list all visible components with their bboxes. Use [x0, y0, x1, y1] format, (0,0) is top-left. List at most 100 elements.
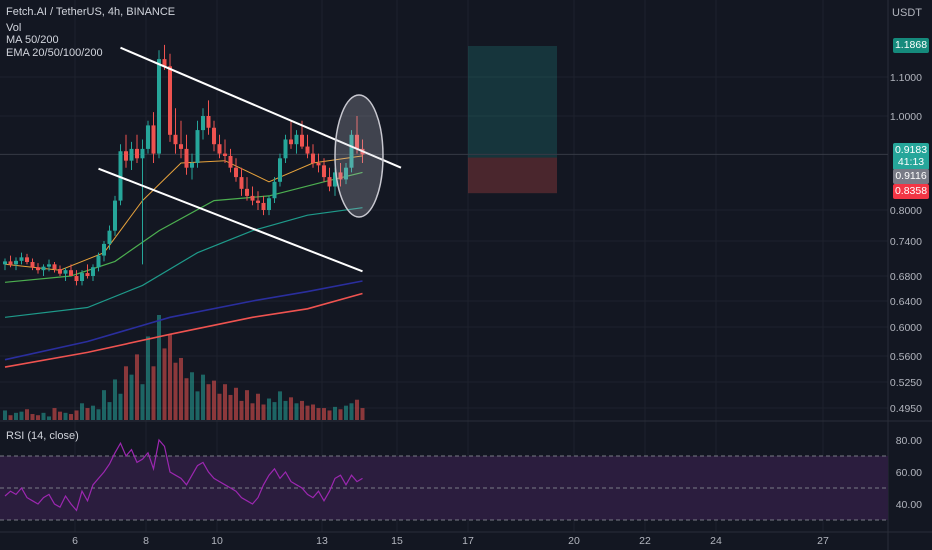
- ema-indicator-label[interactable]: EMA 20/50/100/200: [6, 47, 103, 59]
- volume-bar: [223, 384, 227, 420]
- candle-body: [113, 200, 117, 231]
- candle-body: [36, 267, 40, 271]
- volume-bar: [85, 408, 90, 420]
- price-tick-label: 0.7400: [890, 236, 922, 248]
- current-price-tag: 0.9183 41:13: [893, 143, 929, 170]
- rsi-tick-label: 80.00: [896, 435, 922, 447]
- long-position-tool[interactable]: [0, 46, 888, 194]
- volume-bar: [228, 394, 233, 420]
- candle-body: [91, 267, 95, 276]
- candle-body: [184, 148, 189, 168]
- volume-bar: [234, 387, 238, 420]
- volume-bar: [91, 405, 95, 420]
- candle-body: [294, 134, 299, 145]
- candle-body: [316, 163, 321, 166]
- candle-body: [223, 153, 227, 156]
- target-price-tag: 1.1868: [893, 38, 929, 53]
- volume-bar: [206, 384, 211, 420]
- candle-body: [80, 273, 84, 281]
- candle-body: [333, 172, 337, 187]
- volume-bar: [338, 409, 343, 420]
- price-tick-label: 1.1000: [890, 72, 922, 84]
- volume-bar: [80, 403, 84, 420]
- candle-body: [195, 130, 200, 163]
- volume-bar: [289, 397, 293, 420]
- volume-bar: [96, 409, 101, 420]
- rsi-tick-label: 60.00: [896, 467, 922, 479]
- candle-body: [107, 230, 112, 244]
- ema200-line: [4, 292, 363, 368]
- ma-indicator-label[interactable]: MA 50/200: [6, 34, 59, 46]
- volume-bar: [129, 374, 134, 420]
- candlesticks: [3, 44, 365, 286]
- time-tick-label: 13: [316, 535, 328, 547]
- volume-bar: [162, 348, 167, 420]
- volume-bar: [190, 372, 194, 420]
- volume-bar: [168, 334, 172, 420]
- price-tick-label: 0.4950: [890, 403, 922, 415]
- ma200-line: [4, 280, 363, 361]
- rsi-indicator-label[interactable]: RSI (14, close): [6, 430, 79, 442]
- volume-bar: [349, 403, 354, 420]
- candle-body: [245, 188, 249, 196]
- rsi-tick-label: 40.00: [896, 499, 922, 511]
- volume-bar: [283, 400, 288, 420]
- price-tick-label: 0.5600: [890, 351, 922, 363]
- candle-body: [355, 134, 359, 149]
- volume-bar: [311, 404, 315, 420]
- drawings[interactable]: [98, 46, 402, 273]
- candle-body: [239, 177, 244, 189]
- volume-bar: [36, 415, 40, 420]
- trendline-lower: [98, 167, 363, 273]
- axes: 1.1000 1.0000 0.8000 0.7400 0.6800 0.6400 0.60…: [72, 72, 922, 547]
- entry-price-tag: 0.9116: [893, 169, 929, 184]
- candle-body: [85, 273, 90, 276]
- volume-indicator-label[interactable]: Vol: [6, 22, 22, 34]
- volume-bar: [305, 405, 310, 420]
- candle-body: [267, 198, 271, 210]
- candle-body: [272, 181, 277, 199]
- volume-bar: [113, 379, 117, 420]
- volume-bar: [157, 315, 161, 420]
- candle-body: [157, 59, 161, 154]
- symbol-title[interactable]: Fetch.AI / TetherUS, 4h, BINANCE: [6, 6, 176, 18]
- time-tick-label: 24: [710, 535, 722, 547]
- candle-body: [234, 167, 238, 178]
- time-tick-label: 27: [817, 535, 829, 547]
- candle-body: [129, 148, 134, 161]
- volume-bar: [63, 412, 68, 420]
- volume-bar: [344, 405, 348, 420]
- volume-bar: [201, 374, 205, 420]
- rsi-pane[interactable]: [0, 438, 888, 521]
- volume-bar: [179, 357, 183, 420]
- candle-body: [256, 200, 260, 203]
- volume-bar: [30, 414, 35, 420]
- stop-price-tag: 0.8358: [893, 184, 929, 199]
- candle-body: [338, 172, 343, 180]
- candle-body: [96, 255, 101, 268]
- candle-body: [261, 202, 266, 210]
- candle-body: [190, 163, 194, 168]
- volume-bar: [135, 354, 139, 420]
- position-stop-zone: [468, 157, 557, 194]
- volume-bar: [3, 410, 7, 420]
- price-tick-label: 0.6400: [890, 296, 922, 308]
- rsi-line: [4, 438, 363, 512]
- volume-bar: [118, 393, 123, 420]
- candle-body: [162, 59, 167, 67]
- volume-bar: [316, 408, 321, 420]
- volume-bar: [146, 336, 150, 420]
- candle-body: [102, 243, 106, 256]
- volume-bar: [355, 399, 359, 420]
- candle-body: [278, 158, 282, 182]
- candle-body: [69, 270, 73, 276]
- volume-bar: [52, 408, 57, 420]
- breakout-ellipse: [334, 94, 384, 218]
- volume-bar: [322, 408, 326, 420]
- time-tick-label: 10: [211, 535, 223, 547]
- volume-bar: [14, 412, 18, 420]
- price-tick-label: 0.8000: [890, 205, 922, 217]
- currency-label: USDT: [892, 7, 922, 19]
- volume-bar: [74, 410, 79, 420]
